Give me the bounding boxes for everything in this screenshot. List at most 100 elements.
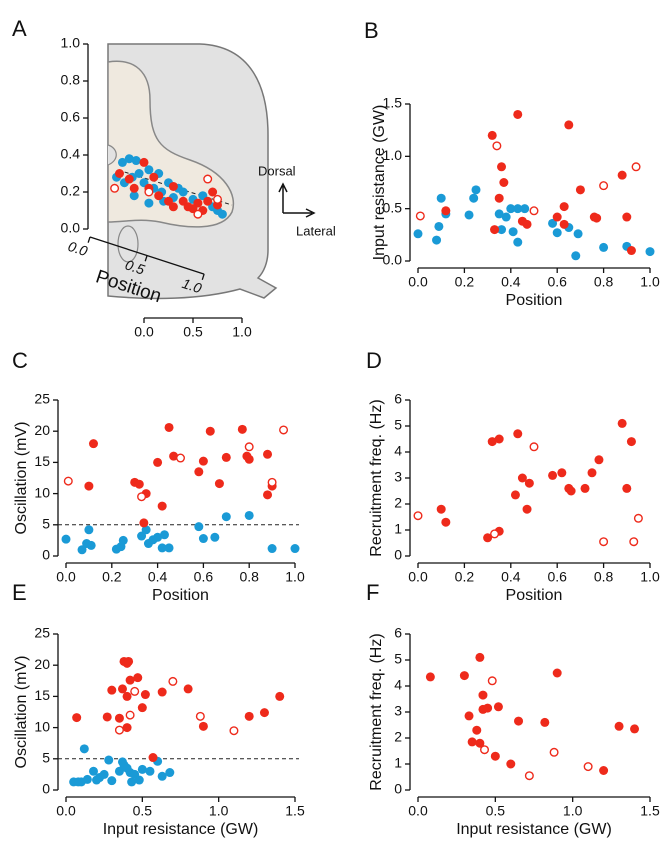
y-tick-label: 4 (394, 443, 402, 459)
data-point (513, 109, 523, 119)
data-point (483, 703, 493, 713)
data-point (131, 156, 141, 166)
orientation-arrows (278, 182, 316, 218)
data-point (140, 690, 150, 700)
data-point (434, 221, 444, 231)
x-tick-label: 0.0 (56, 569, 76, 585)
data-point (490, 751, 500, 761)
y-tick-label: 15 (34, 453, 50, 469)
data-point (63, 476, 73, 486)
y-tick-label: 3 (394, 469, 402, 485)
data-point (436, 504, 446, 514)
x-tick-label: 0.0 (408, 569, 428, 585)
annotation: Dorsal (258, 163, 296, 178)
position-tick (144, 255, 148, 262)
data-point (137, 703, 147, 713)
position-tick (87, 236, 91, 243)
position-axis-line (89, 236, 205, 275)
data-point (614, 721, 624, 731)
data-point (84, 525, 94, 535)
data-point (501, 212, 511, 222)
x-tick-label: 0.5 (183, 324, 203, 340)
data-point (107, 685, 117, 695)
data-point (573, 229, 583, 239)
y-axis-label: Recruitment freq. (Hz) (368, 399, 385, 556)
data-point (529, 442, 539, 452)
data-point (212, 194, 222, 204)
panel-letter: E (12, 580, 27, 605)
canal (107, 144, 117, 166)
data-point (205, 426, 215, 436)
data-point (290, 544, 300, 554)
x-tick-label: 0.0 (408, 274, 428, 290)
panel-letter: B (364, 18, 379, 43)
x-tick-label: 0.2 (455, 569, 475, 585)
data-point (79, 744, 89, 754)
data-point (208, 187, 218, 197)
data-point (548, 470, 558, 480)
y-tick-label: 0.0 (61, 220, 81, 236)
data-point (275, 691, 285, 701)
y-tick-label: 1.0 (61, 35, 81, 51)
data-point (517, 473, 527, 483)
data-point (157, 687, 167, 697)
spinal-cord-diagram (107, 43, 316, 300)
data-point (168, 181, 178, 191)
panel-letter: F (366, 580, 379, 605)
data-point (487, 676, 497, 686)
data-point (592, 213, 602, 223)
x-tick-label: 1.5 (640, 803, 660, 819)
data-point (583, 762, 593, 772)
data-point (564, 120, 574, 130)
x-tick-label: 0.6 (194, 569, 214, 585)
data-point (472, 725, 482, 735)
data-point (480, 745, 490, 755)
data-point (114, 713, 124, 723)
data-point (165, 768, 175, 778)
position-tick-label: 0.5 (123, 256, 147, 277)
data-point (144, 198, 154, 208)
data-point (432, 235, 442, 245)
data-point (522, 219, 532, 229)
data-point (133, 673, 143, 683)
y-tick-label: 15 (34, 687, 50, 703)
x-tick-label: 0.5 (486, 803, 506, 819)
y-tick-label: 1.0 (383, 147, 403, 163)
data-point (552, 228, 562, 238)
x-tick-label: 1.0 (640, 274, 660, 290)
y-tick-label: 0 (42, 781, 50, 797)
y-tick-label: 2 (394, 729, 402, 745)
data-point (506, 759, 516, 769)
data-point (513, 204, 523, 214)
y-tick-label: 1 (394, 521, 402, 537)
data-point (198, 534, 208, 544)
y-tick-label: 3 (394, 703, 402, 719)
data-point (626, 437, 636, 447)
data-point (441, 206, 451, 216)
y-axis-label: Oscillation (mV) (13, 656, 30, 769)
data-point (154, 191, 164, 201)
panel-letter: A (12, 16, 27, 41)
data-point (244, 442, 254, 452)
data-point (164, 422, 174, 432)
data-point (118, 535, 128, 545)
data-point (178, 187, 188, 197)
annotation: Lateral (296, 223, 336, 238)
x-axis-label: Input resistance (GW) (103, 821, 259, 838)
data-point (520, 204, 530, 214)
data-point (114, 725, 124, 735)
y-axis-label: Oscillation (mV) (13, 422, 30, 535)
data-point (145, 766, 155, 776)
data-point (413, 229, 423, 239)
x-axis-label: Position (152, 587, 209, 604)
data-point (134, 169, 144, 178)
data-point (124, 656, 134, 666)
data-point (127, 777, 137, 787)
data-point (175, 453, 185, 463)
data-point (587, 468, 597, 478)
data-point (506, 204, 516, 214)
position-tick-label: 1.0 (180, 275, 204, 296)
data-point (487, 130, 497, 140)
y-tick-label: 5 (42, 750, 50, 766)
